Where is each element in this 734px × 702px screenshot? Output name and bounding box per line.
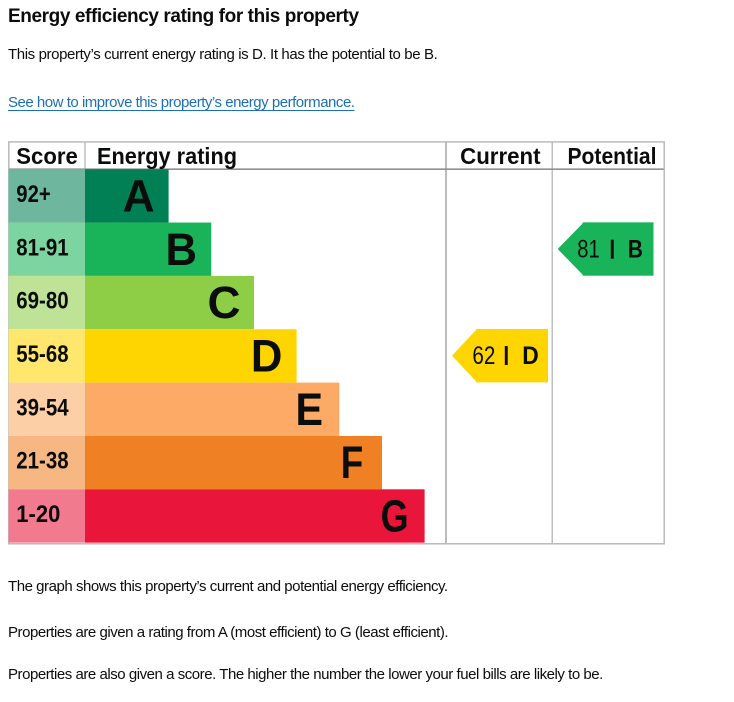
svg-text:C: C [208,277,241,328]
svg-text:69-80: 69-80 [16,288,68,315]
svg-text:Energy rating: Energy rating [97,143,237,169]
svg-text:81: 81 [577,236,600,264]
svg-text:55-68: 55-68 [16,341,68,368]
svg-text:E: E [296,384,324,435]
svg-text:Current: Current [460,143,541,169]
svg-text:1-20: 1-20 [16,501,60,528]
svg-text:21-38: 21-38 [16,448,68,475]
svg-text:62: 62 [472,342,495,370]
svg-text:D: D [522,342,539,370]
svg-text:92+: 92+ [16,181,50,208]
svg-text:G: G [381,491,409,542]
svg-text:B: B [628,236,643,264]
svg-text:D: D [251,330,283,381]
svg-text:Potential: Potential [568,143,657,169]
svg-text:81-91: 81-91 [16,234,68,261]
svg-text:A: A [123,170,155,221]
svg-text:B: B [166,224,198,275]
svg-text:Score: Score [16,143,78,169]
svg-text:39-54: 39-54 [16,394,69,421]
svg-text:F: F [341,437,364,488]
